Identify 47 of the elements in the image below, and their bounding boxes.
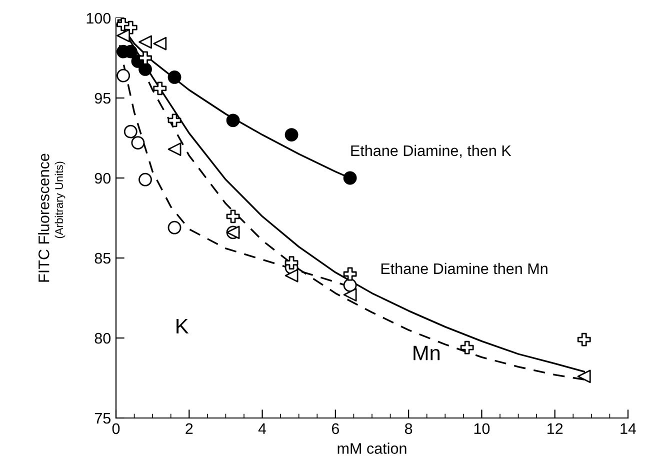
point (284, 256, 298, 270)
y-tick-label: 75 (94, 413, 110, 424)
point (138, 35, 152, 49)
x-tick-label: 2 (186, 423, 193, 434)
point (153, 82, 167, 96)
point (138, 172, 152, 186)
x-tick-label: 12 (548, 423, 563, 434)
point (168, 114, 182, 128)
annotation: K (176, 319, 189, 334)
point (577, 332, 591, 346)
point (460, 340, 474, 354)
point (116, 28, 130, 42)
point (124, 20, 138, 34)
x-tick-label: 0 (112, 423, 120, 434)
point (168, 142, 182, 156)
text: (Arbitrary Units) (54, 162, 66, 238)
point (131, 136, 145, 150)
point (116, 68, 130, 82)
point (343, 288, 357, 302)
x-axis-title: mM cation (338, 442, 406, 454)
point (168, 220, 182, 234)
point (168, 70, 182, 84)
y-tick-label: 95 (94, 92, 110, 104)
y-tick-label: 90 (94, 172, 111, 184)
x-tick-label: 4 (258, 423, 266, 434)
y-tick-label: 85 (94, 252, 110, 264)
point (124, 124, 138, 138)
point (284, 268, 298, 282)
x-tick-label: 14 (620, 423, 636, 434)
y-tick-label: 100 (86, 12, 111, 24)
point (138, 62, 152, 76)
annotation: Ethane Diamine then Mn (381, 262, 548, 274)
point (138, 51, 152, 65)
annotation: Mn (414, 346, 440, 360)
x-tick-label: 10 (474, 423, 490, 434)
annotation: Ethane Diamine, then K (351, 144, 512, 158)
point (343, 267, 357, 281)
x-tick-label: 6 (332, 423, 340, 434)
point (153, 36, 167, 50)
y-axis-title: FITC Fluorescence (38, 154, 50, 282)
point (577, 370, 591, 384)
point (343, 171, 357, 185)
point (284, 128, 298, 142)
y-tick-label: 80 (94, 332, 111, 344)
x-tick-label: 8 (404, 423, 412, 434)
point (226, 210, 240, 224)
point (226, 114, 240, 128)
